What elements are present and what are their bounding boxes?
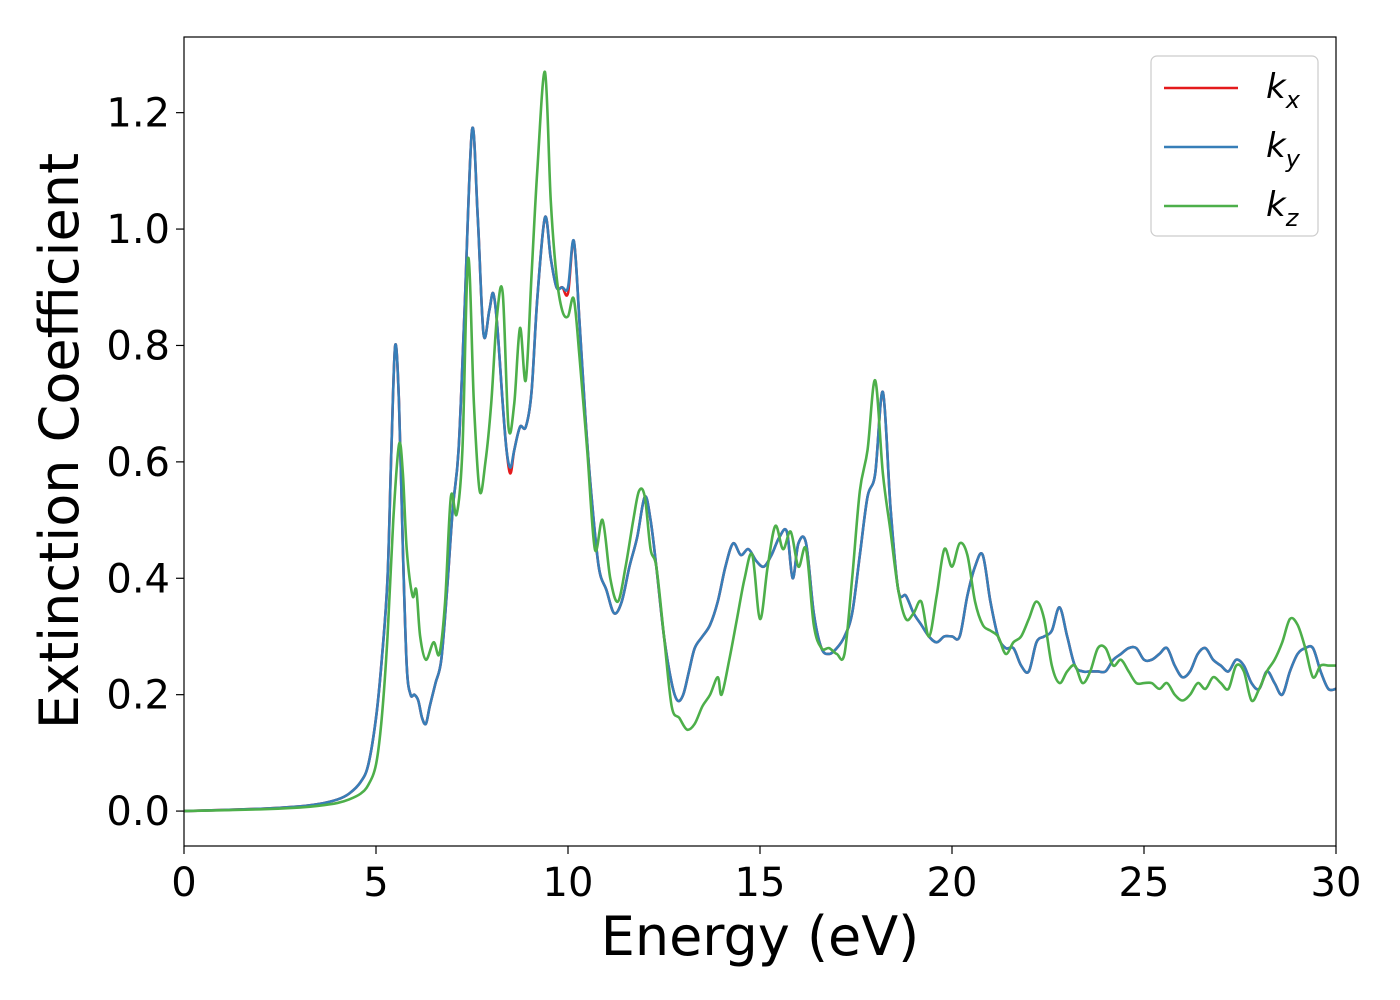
y-tick-label: 0.2 <box>106 673 170 719</box>
y-tick-label: 1.2 <box>106 91 170 137</box>
y-tick-label: 0.0 <box>106 789 170 835</box>
y-tick-label: 1.0 <box>106 207 170 253</box>
x-tick-label: 30 <box>1311 860 1362 906</box>
x-tick-label: 20 <box>927 860 978 906</box>
series-layer <box>184 70 1336 813</box>
legend-entries: kx ky kz <box>1164 67 1301 232</box>
y-tick-label: 0.4 <box>106 556 170 602</box>
x-tick-label: 5 <box>363 860 388 906</box>
x-axis-ticks: 0 5 10 15 20 25 30 <box>171 846 1361 906</box>
x-tick-label: 10 <box>543 860 594 906</box>
legend: kx ky kz <box>1150 55 1319 237</box>
series-line-k-z <box>184 70 1336 813</box>
legend-label-k-x: kx <box>1266 67 1301 114</box>
y-tick-label: 0.8 <box>106 323 170 369</box>
x-axis-label: Energy (eV) <box>601 905 920 968</box>
x-tick-label: 25 <box>1119 860 1170 906</box>
x-tick-label: 0 <box>171 860 196 906</box>
legend-label-k-y: ky <box>1266 126 1301 173</box>
legend-label-k-z: kz <box>1266 185 1300 232</box>
y-tick-label: 0.6 <box>106 440 170 486</box>
x-tick-label: 15 <box>735 860 786 906</box>
y-axis-label: Extinction Coefficient <box>28 153 91 729</box>
y-axis-ticks: 0.0 0.2 0.4 0.6 0.8 1.0 1.2 <box>106 91 184 835</box>
